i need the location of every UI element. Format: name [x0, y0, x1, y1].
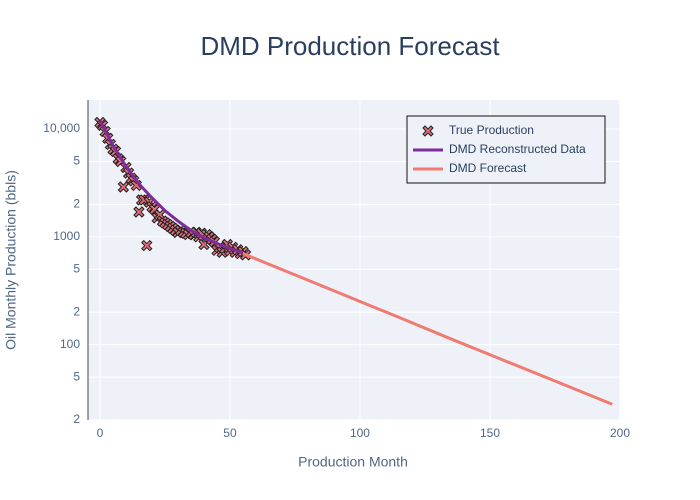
x-tick-label: 50: [223, 426, 237, 440]
series-line: [98, 119, 244, 255]
legend-swatch: [422, 125, 434, 137]
y-tick-label: 5: [73, 261, 80, 275]
data-point: [141, 239, 153, 252]
x-axis-title: Production Month: [298, 454, 408, 470]
y-tick-label: 100: [60, 337, 80, 351]
y-tick-label: 2: [73, 197, 80, 211]
legend-label: DMD Reconstructed Data: [449, 142, 586, 156]
y-tick-label: 10,000: [43, 121, 80, 135]
y-tick-label: 2: [73, 412, 80, 426]
y-tick-label: 2: [73, 304, 80, 318]
y-tick-label: 1000: [53, 229, 80, 243]
y-tick-label: 5: [73, 154, 80, 168]
x-tick-label: 0: [97, 426, 104, 440]
data-point: [133, 206, 145, 218]
x-tick-label: 100: [350, 426, 370, 440]
chart-title: DMD Production Forecast: [200, 31, 500, 61]
x-tick-label: 150: [480, 426, 500, 440]
y-axis-title: Oil Monthly Production (bbls): [3, 170, 19, 350]
y-tick-label: 5: [73, 369, 80, 383]
x-tick-label: 200: [610, 426, 630, 440]
legend-label: True Production: [449, 123, 534, 137]
series-line: [242, 252, 613, 406]
data-point: [117, 181, 130, 193]
legend-label: DMD Forecast: [449, 161, 527, 175]
